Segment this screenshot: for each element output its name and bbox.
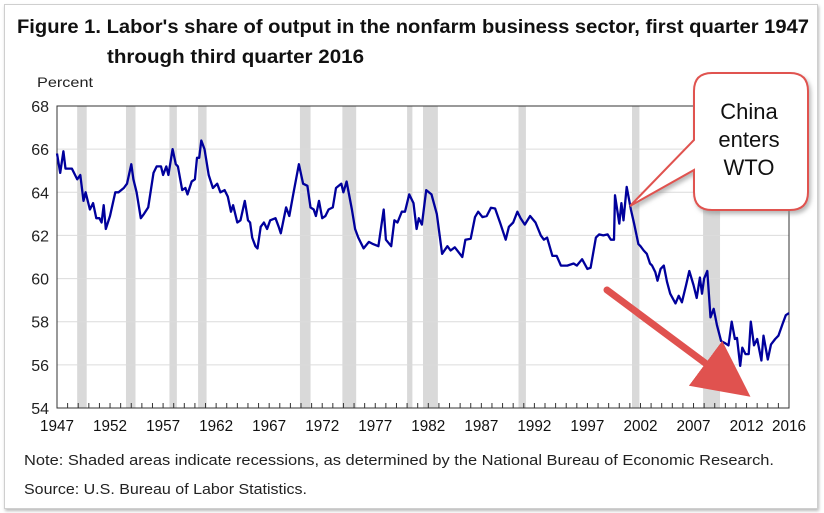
x-tick-label: 1967 xyxy=(252,418,286,435)
figure-frame xyxy=(4,4,818,509)
x-tick-label: 1987 xyxy=(464,418,498,435)
x-tick-label: 2012 xyxy=(730,418,764,435)
x-tick-label: 2007 xyxy=(677,418,711,435)
callout-line-2: enters xyxy=(718,127,779,152)
y-axis-ticks: 54 56 58 60 62 64 66 68 xyxy=(31,99,49,418)
y-tick-label: 56 xyxy=(31,358,49,375)
callout-bubble xyxy=(629,72,809,211)
x-tick-label: 1977 xyxy=(358,418,392,435)
recession-band xyxy=(423,106,438,408)
y-tick-label: 58 xyxy=(31,315,49,332)
series-line-labor-share xyxy=(55,139,790,368)
gridlines xyxy=(57,148,789,366)
recession-band xyxy=(77,106,87,408)
x-tick-label: 1972 xyxy=(305,418,339,435)
recession-band xyxy=(631,106,640,408)
y-axis-label: Percent xyxy=(37,74,93,90)
callout-line-1: China xyxy=(720,99,778,124)
y-tick-label: 62 xyxy=(31,228,49,245)
x-tick-label: 1952 xyxy=(93,418,127,435)
x-tick-label: 1992 xyxy=(517,418,551,435)
callout-china-wto xyxy=(629,72,809,211)
recession-band xyxy=(342,106,357,408)
x-axis-ticks: 1947 1952 1957 1962 1967 1972 1977 1982 1987 1992… xyxy=(40,403,806,435)
x-tick-label: 1962 xyxy=(199,418,233,435)
x-tick-label: 2016 xyxy=(772,418,806,435)
x-tick-label: 1997 xyxy=(570,418,604,435)
x-tick-label: 1957 xyxy=(146,418,180,435)
x-tick-label: 2002 xyxy=(623,418,657,435)
y-tick-label: 60 xyxy=(31,272,49,289)
recession-band xyxy=(407,106,413,408)
recession-shading xyxy=(77,106,721,408)
x-tick-label: 1982 xyxy=(411,418,445,435)
y-tick-label: 54 xyxy=(31,401,49,418)
plot-area-border xyxy=(56,105,790,409)
chart-source: Source: U.S. Bureau of Labor Statistics. xyxy=(24,481,307,498)
recession-band xyxy=(125,106,136,408)
recession-band xyxy=(169,106,177,408)
red-arrow xyxy=(603,286,751,397)
y-tick-label: 66 xyxy=(31,142,49,159)
x-tick-label: 1947 xyxy=(40,418,74,435)
y-tick-label: 68 xyxy=(31,99,49,116)
callout-line-3: WTO xyxy=(724,155,775,180)
y-tick-label: 64 xyxy=(31,185,49,202)
recession-band xyxy=(198,106,207,408)
chart-note: Note: Shaded areas indicate recessions, … xyxy=(24,452,774,469)
recession-band xyxy=(518,106,526,408)
recession-band xyxy=(299,106,311,408)
chart-title-line2: through third quarter 2016 xyxy=(107,47,364,68)
chart-title-line1: Figure 1. Labor's share of output in the… xyxy=(17,17,809,38)
